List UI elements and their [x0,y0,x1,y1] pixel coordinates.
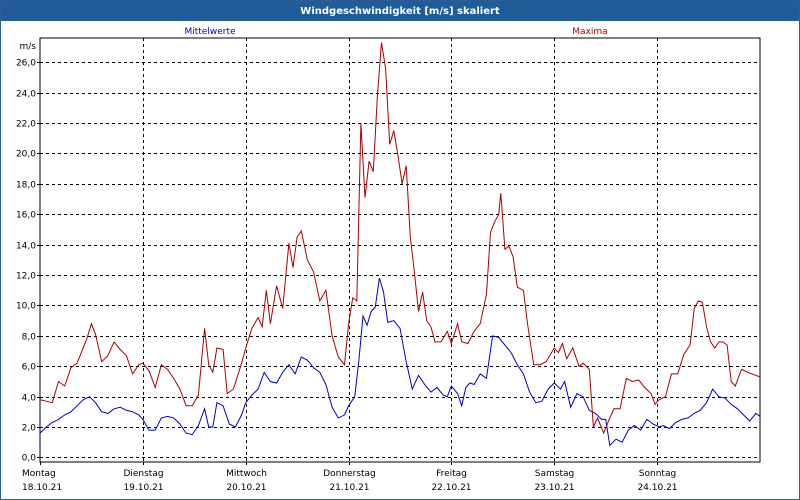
y-tick-label: 22,0 [16,120,36,130]
y-tick-label: 20,0 [16,150,36,160]
window-title: Windgeschwindigkeit [m/s] skaliert [1,1,799,21]
x-day-label: Dienstag [123,469,163,479]
y-tick-label: 18,0 [16,181,36,191]
x-date-label: 24.10.21 [637,483,677,493]
x-day-label: Montag [22,469,56,479]
series-line-maxima [40,42,760,435]
y-tick-label: 0,0 [22,454,37,464]
x-day-label: Donnerstag [323,469,376,479]
y-tick-label: 4,0 [22,394,37,404]
x-day-label: Sonntag [639,469,676,479]
x-date-label: 20.10.21 [226,483,266,493]
y-tick-label: 12,0 [16,272,36,282]
x-date-label: 18.10.21 [22,483,62,493]
x-date-label: 23.10.21 [534,483,574,493]
x-day-label: Samstag [535,469,574,479]
y-tick-label: 10,0 [16,302,36,312]
x-day-label: Freitag [436,469,467,479]
y-tick-label: 2,0 [22,424,37,434]
y-axis-label: m/s [20,42,37,52]
x-date-label: 19.10.21 [123,483,163,493]
y-tick-label: 6,0 [22,363,37,373]
y-tick-label: 24,0 [16,90,36,100]
x-date-label: 22.10.21 [431,483,471,493]
y-tick-label: 14,0 [16,242,36,252]
y-tick-label: 8,0 [22,333,37,343]
series-line-mittelwerte [40,277,760,447]
legend-maxima: Maxima [572,27,607,37]
x-date-label: 21.10.21 [329,483,369,493]
legend-mittelwerte: Mittelwerte [184,27,235,37]
x-day-label: Mittwoch [226,469,267,479]
plot-area [39,37,761,463]
y-tick-label: 26,0 [16,59,36,69]
y-tick-label: 16,0 [16,211,36,221]
